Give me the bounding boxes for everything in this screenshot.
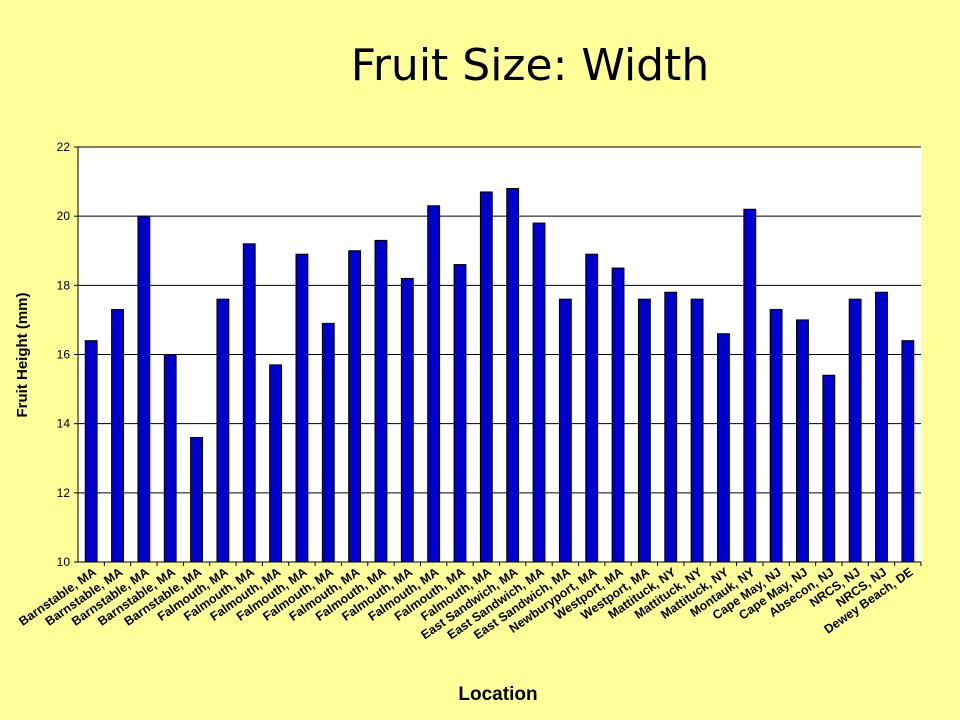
x-axis-title: Location — [458, 684, 537, 705]
bar — [743, 208, 757, 563]
y-tick-label: 20 — [57, 209, 71, 223]
bar — [611, 267, 625, 563]
bar — [637, 298, 651, 563]
y-tick-labels: 10 12 14 16 18 20 22 — [57, 140, 78, 569]
bar — [479, 191, 493, 563]
bar — [400, 277, 414, 563]
bar — [295, 253, 309, 563]
bar — [848, 298, 862, 563]
bar — [216, 298, 230, 563]
bar — [558, 298, 572, 563]
bar — [769, 309, 783, 563]
bar — [585, 253, 599, 563]
y-tick-label: 16 — [57, 348, 71, 362]
y-tick-label: 12 — [57, 486, 71, 500]
bar — [348, 250, 362, 563]
bar — [506, 188, 520, 563]
bar — [84, 340, 98, 563]
y-tick-label: 10 — [57, 555, 71, 569]
bar — [822, 374, 836, 563]
bar — [269, 364, 283, 563]
y-tick-label: 22 — [57, 140, 71, 154]
y-tick-label: 14 — [57, 417, 71, 431]
bar — [664, 291, 678, 563]
bar — [796, 319, 809, 563]
bar — [532, 222, 546, 563]
bar — [453, 264, 467, 563]
bar — [242, 243, 256, 563]
y-tick-label: 18 — [57, 278, 71, 292]
bar — [111, 309, 124, 563]
bar — [321, 322, 335, 563]
bar — [875, 291, 888, 563]
bar — [901, 340, 915, 563]
bar — [374, 239, 388, 563]
bar — [137, 215, 151, 563]
bar — [163, 354, 177, 563]
bar — [690, 298, 704, 563]
y-axis-title: Fruit Height (mm) — [14, 293, 31, 418]
bar — [427, 205, 441, 563]
bar — [190, 437, 203, 563]
bar — [716, 333, 730, 563]
slide-title: Fruit Size: Width — [350, 40, 710, 91]
bars — [84, 188, 915, 563]
